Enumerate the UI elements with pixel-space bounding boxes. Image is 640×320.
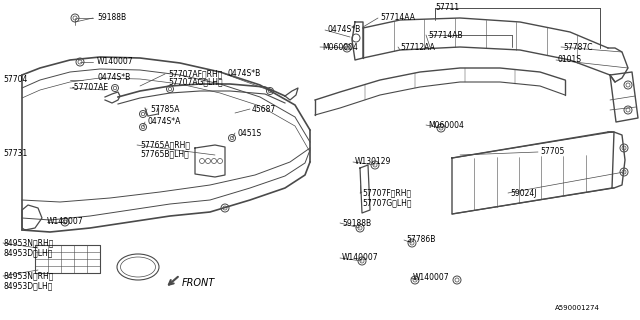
- Text: 84953N〈RH〉: 84953N〈RH〉: [3, 271, 53, 281]
- Text: 57785A: 57785A: [150, 105, 179, 114]
- Text: -57707AE: -57707AE: [72, 84, 109, 92]
- Text: 45687: 45687: [252, 105, 276, 114]
- Text: 0474S*B: 0474S*B: [97, 74, 131, 83]
- Text: FRONT: FRONT: [182, 278, 215, 288]
- Text: 57765A〈RH〉: 57765A〈RH〉: [140, 140, 190, 149]
- Text: 0474S*B: 0474S*B: [228, 69, 261, 78]
- Text: 57707AG〈LH〉: 57707AG〈LH〉: [168, 77, 223, 86]
- Text: 57765B〈LH〉: 57765B〈LH〉: [140, 149, 189, 158]
- Text: 57731: 57731: [3, 148, 28, 157]
- Text: 59024J: 59024J: [510, 188, 536, 197]
- Text: 57705: 57705: [540, 148, 564, 156]
- Text: 57787C: 57787C: [563, 43, 593, 52]
- Text: 57707F〈RH〉: 57707F〈RH〉: [362, 188, 411, 197]
- Text: 57714AA: 57714AA: [380, 13, 415, 22]
- Text: 59188B: 59188B: [342, 219, 371, 228]
- Text: 57714AB: 57714AB: [428, 30, 463, 39]
- Text: 0451S: 0451S: [238, 129, 262, 138]
- Text: 84953D〈LH〉: 84953D〈LH〉: [3, 249, 52, 258]
- Text: W130129: W130129: [355, 157, 392, 166]
- Text: M060004: M060004: [428, 121, 464, 130]
- Text: 57712AA: 57712AA: [400, 43, 435, 52]
- Text: W140007: W140007: [97, 58, 134, 67]
- Text: A590001274: A590001274: [555, 305, 600, 311]
- Text: 0101S: 0101S: [558, 55, 582, 65]
- Text: 84953D〈LH〉: 84953D〈LH〉: [3, 282, 52, 291]
- Text: 0474S*B: 0474S*B: [328, 26, 361, 35]
- Text: 57711: 57711: [435, 4, 459, 12]
- Text: 57707G〈LH〉: 57707G〈LH〉: [362, 198, 412, 207]
- Text: 0474S*A: 0474S*A: [148, 117, 181, 126]
- Text: W140007: W140007: [413, 274, 450, 283]
- Text: 57707AF〈RH〉: 57707AF〈RH〉: [168, 69, 222, 78]
- Text: 57786B: 57786B: [406, 236, 435, 244]
- Text: 57704: 57704: [3, 76, 28, 84]
- Text: 84953N〈RH〉: 84953N〈RH〉: [3, 238, 53, 247]
- Text: W140007: W140007: [47, 218, 84, 227]
- Text: 59188B: 59188B: [97, 13, 126, 22]
- Text: W140007: W140007: [342, 253, 379, 262]
- Text: M060004: M060004: [322, 43, 358, 52]
